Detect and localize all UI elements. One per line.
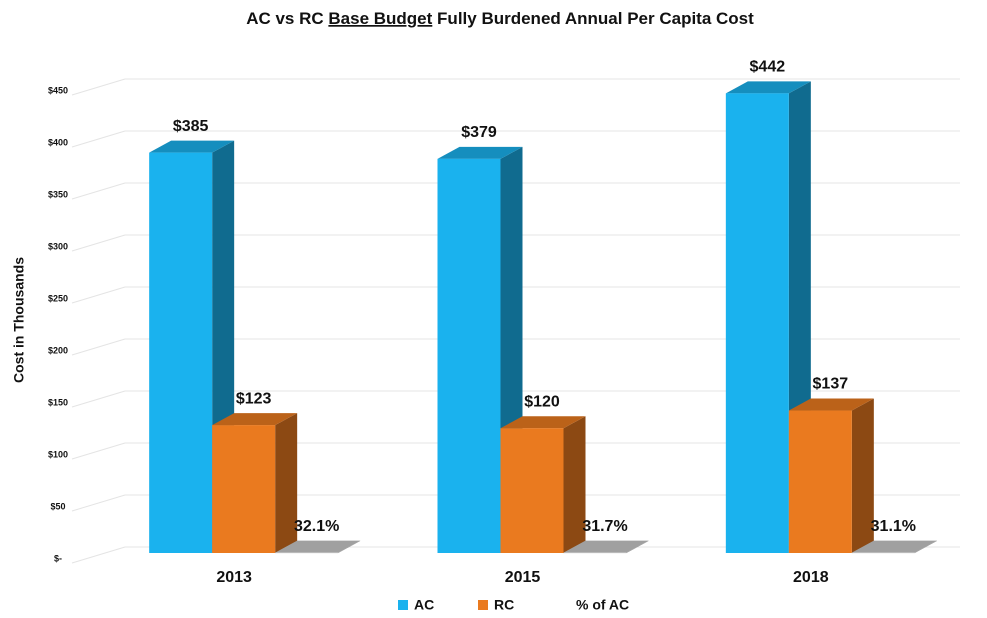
title-part: Fully Burdened Annual Per Capita Cost	[437, 9, 754, 28]
grid-line	[71, 442, 126, 460]
bar	[851, 552, 915, 554]
data-label: $385	[173, 118, 209, 135]
data-label: $442	[750, 59, 786, 76]
title-part: AC vs RC	[246, 9, 323, 28]
y-tick-label: $100	[48, 449, 68, 459]
y-tick-label: $50	[50, 501, 65, 511]
bar	[275, 552, 339, 554]
data-label: $379	[461, 124, 497, 141]
bar	[212, 425, 276, 553]
x-tick-label: 2018	[793, 569, 829, 586]
bar-top	[851, 540, 937, 553]
bar-top	[725, 81, 811, 94]
bar	[788, 410, 852, 553]
grid-line	[71, 546, 126, 564]
bar-side	[851, 398, 874, 553]
bar-top	[275, 540, 361, 553]
grid-line	[71, 390, 126, 408]
bar-top	[437, 146, 523, 159]
bar-side	[338, 540, 361, 553]
bar	[500, 428, 564, 553]
legend-label: % of AC	[576, 597, 629, 613]
data-label: 31.1%	[871, 518, 916, 535]
bar-top	[563, 540, 649, 553]
y-tick-label: $200	[48, 345, 68, 355]
data-label: 31.7%	[582, 518, 627, 535]
legend-swatch	[478, 600, 488, 610]
data-label: $120	[524, 393, 560, 410]
title-underlined: Base Budget	[328, 9, 432, 28]
x-tick-label: 2013	[216, 569, 252, 586]
y-tick-label: $150	[48, 397, 68, 407]
bar-side	[563, 416, 586, 553]
legend-label: RC	[494, 597, 514, 613]
legend-swatch	[398, 600, 408, 610]
bar	[149, 152, 213, 553]
grid-line	[71, 130, 126, 148]
bar-side	[275, 413, 298, 553]
data-label: $137	[813, 376, 849, 393]
bar	[437, 158, 501, 553]
x-tick-label: 2015	[505, 569, 541, 586]
grid-line	[71, 338, 126, 356]
bar	[563, 552, 627, 554]
grid-line	[71, 182, 126, 200]
bar	[725, 93, 789, 553]
grid-line	[71, 78, 126, 96]
chart-title: AC vs RC Base Budget Fully Burdened Annu…	[246, 9, 754, 28]
data-label: $123	[236, 390, 272, 407]
bar-top	[212, 413, 298, 426]
y-tick-label: $300	[48, 241, 68, 251]
y-tick-label: $250	[48, 293, 68, 303]
grid-line	[71, 286, 126, 304]
bar-side	[914, 540, 937, 553]
y-tick-label: $450	[48, 85, 68, 95]
bar-top	[788, 398, 874, 411]
y-tick-label: $350	[48, 189, 68, 199]
bar-top	[500, 416, 586, 429]
data-label: 32.1%	[294, 518, 339, 535]
y-tick-label: $400	[48, 137, 68, 147]
y-axis-label: Cost in Thousands	[11, 257, 27, 383]
legend-label: AC	[414, 597, 434, 613]
bar-side	[626, 540, 649, 553]
y-tick-label: $-	[54, 553, 62, 563]
legend-swatch	[560, 600, 570, 610]
grid-line	[71, 234, 126, 252]
grid-line	[71, 494, 126, 512]
bar-top	[149, 140, 235, 153]
